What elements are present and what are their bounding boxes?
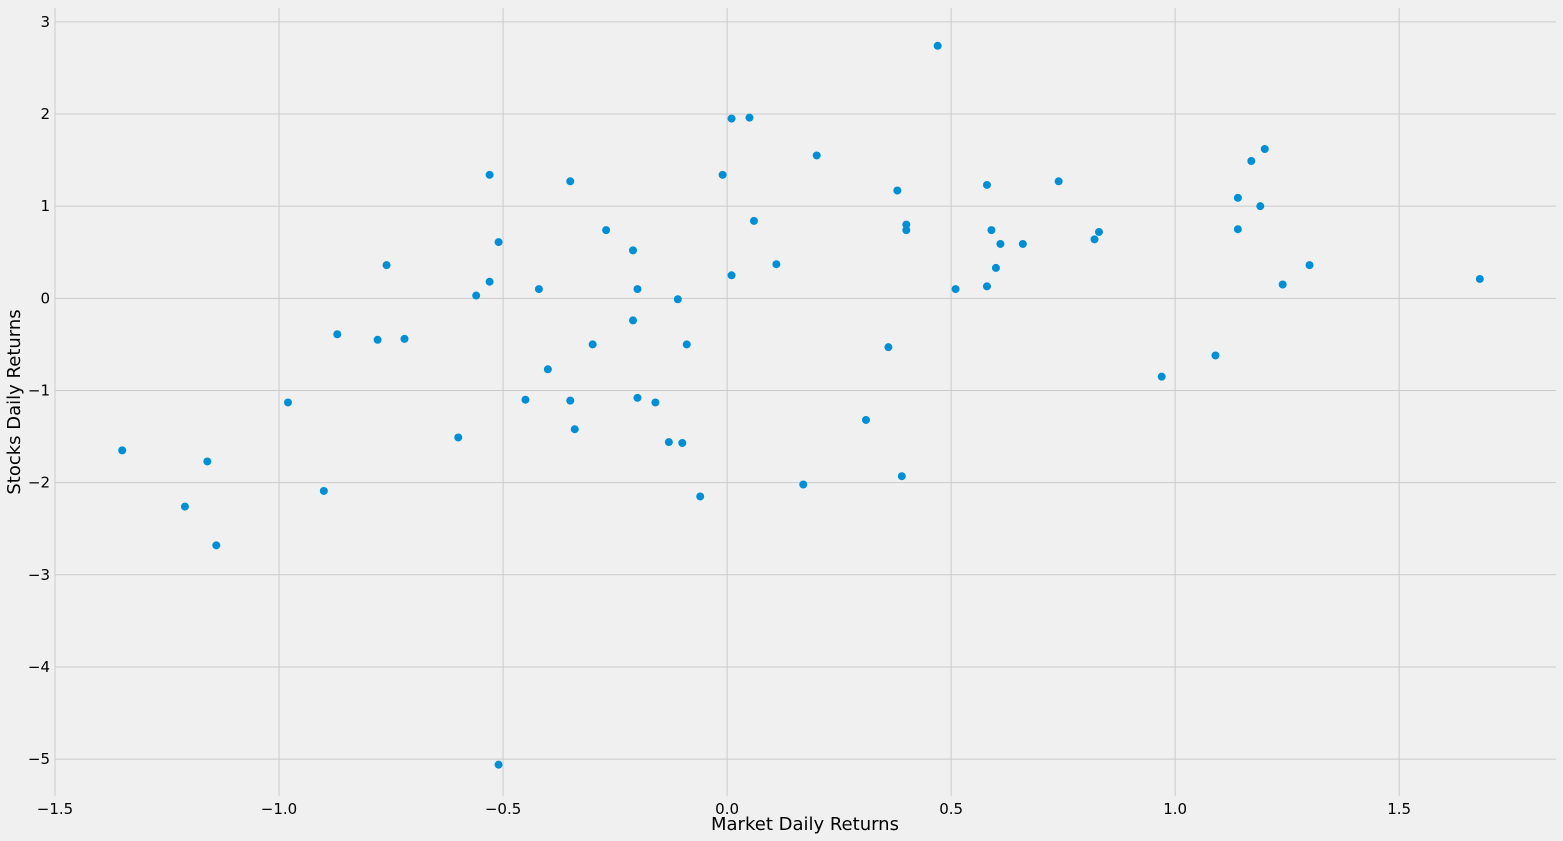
y-tick-label: −2 [28, 474, 50, 492]
data-point [1305, 261, 1314, 270]
y-tick-labels: −5 −4 −3 −2 −1 0 1 2 3 [28, 13, 50, 768]
data-point [933, 41, 942, 50]
data-point [1247, 156, 1256, 165]
x-tick-label: 0.0 [715, 800, 739, 818]
data-point [745, 113, 754, 122]
data-point [673, 295, 682, 304]
data-point [682, 340, 691, 349]
y-tick-label: −4 [28, 658, 50, 676]
y-tick-label: −1 [28, 381, 50, 399]
plot-background [55, 8, 1556, 796]
data-point [118, 446, 127, 455]
x-axis-label: Market Daily Returns [711, 814, 899, 835]
data-point [494, 238, 503, 247]
data-point [628, 316, 637, 325]
x-tick-labels: −1.5 −1.0 −0.5 0.0 0.5 1.0 1.5 [37, 800, 1411, 818]
data-point [602, 226, 611, 235]
data-point [180, 502, 189, 511]
x-tick-label: −1.5 [37, 800, 73, 818]
data-point [588, 340, 597, 349]
data-point [382, 261, 391, 270]
x-tick-label: −0.5 [485, 800, 521, 818]
data-point [897, 472, 906, 481]
data-point [566, 396, 575, 405]
data-point [718, 170, 727, 179]
data-point [1278, 280, 1287, 289]
data-point [333, 330, 342, 339]
y-tick-label: −3 [28, 566, 50, 584]
data-point [893, 186, 902, 195]
y-tick-label: 3 [40, 13, 50, 31]
data-point [1211, 351, 1220, 360]
data-point [373, 335, 382, 344]
data-point [521, 395, 530, 404]
data-point [996, 239, 1005, 248]
x-tick-label: 1.0 [1163, 800, 1187, 818]
data-point [203, 457, 212, 466]
data-point [982, 282, 991, 291]
data-point [628, 246, 637, 255]
data-point [454, 433, 463, 442]
data-points [118, 41, 1484, 769]
data-point [772, 260, 781, 269]
data-point [884, 343, 893, 352]
data-point [1157, 372, 1166, 381]
data-point [1090, 235, 1099, 244]
data-point [727, 271, 736, 280]
data-point [1094, 227, 1103, 236]
data-point [319, 486, 328, 495]
data-point [1475, 274, 1484, 283]
data-point [1018, 239, 1027, 248]
data-point [982, 180, 991, 189]
data-point [633, 393, 642, 402]
grid [54, 8, 1556, 796]
data-point [570, 425, 579, 434]
data-point [727, 114, 736, 123]
data-point [534, 285, 543, 294]
data-point [1260, 145, 1269, 154]
data-point [1054, 177, 1063, 186]
data-point [1233, 193, 1242, 202]
data-point [951, 285, 960, 294]
data-point [485, 277, 494, 286]
data-point [543, 365, 552, 374]
y-tick-label: 1 [40, 197, 50, 215]
data-point [812, 151, 821, 160]
y-axis-label: Stocks Daily Returns [4, 309, 25, 494]
data-point [987, 226, 996, 235]
data-point [799, 480, 808, 489]
data-point [472, 291, 481, 300]
data-point [485, 170, 494, 179]
y-tick-label: −5 [28, 750, 50, 768]
x-tick-label: −1.0 [261, 800, 297, 818]
y-tick-label: 0 [40, 289, 50, 307]
y-tick-label: 2 [40, 105, 50, 123]
data-point [902, 220, 911, 229]
data-point [1256, 202, 1265, 211]
data-point [651, 398, 660, 407]
data-point [212, 541, 221, 550]
data-point [664, 438, 673, 447]
data-point [696, 492, 705, 501]
data-point [283, 398, 292, 407]
x-tick-label: 1.5 [1387, 800, 1411, 818]
data-point [991, 263, 1000, 272]
data-point [1233, 225, 1242, 234]
x-tick-label: 0.5 [939, 800, 963, 818]
data-point [400, 334, 409, 343]
data-point [566, 177, 575, 186]
data-point [494, 760, 503, 769]
data-point [902, 226, 911, 235]
data-point [749, 216, 758, 225]
data-point [678, 439, 687, 448]
data-point [861, 415, 870, 424]
data-point [633, 285, 642, 294]
